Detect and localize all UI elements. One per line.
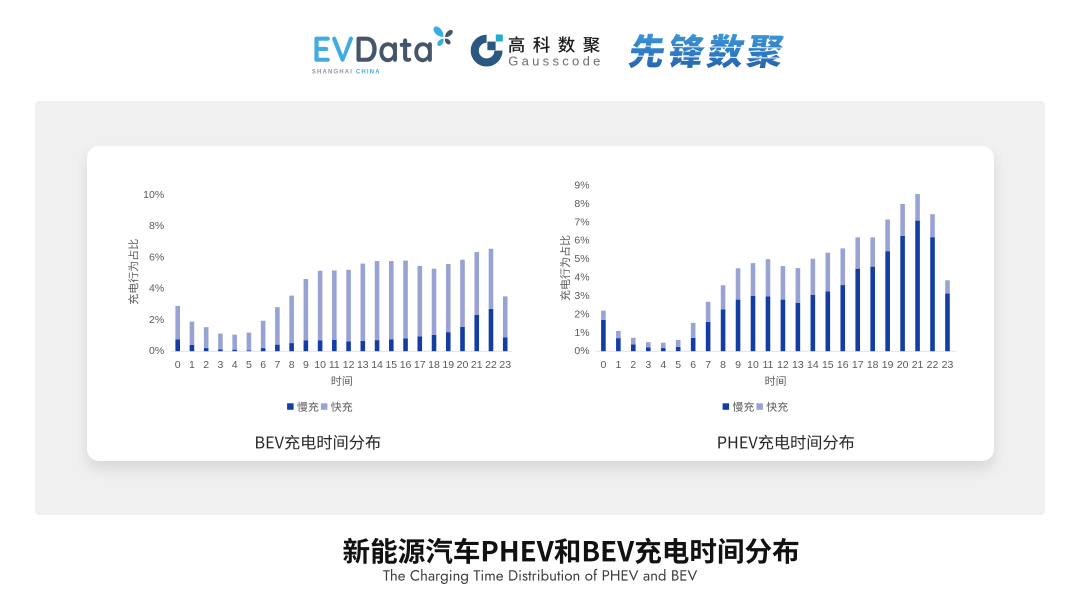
svg-text:4%: 4% bbox=[149, 283, 164, 295]
svg-text:9: 9 bbox=[303, 359, 309, 371]
svg-text:0: 0 bbox=[175, 359, 181, 371]
svg-text:5%: 5% bbox=[574, 253, 589, 265]
svg-text:9%: 9% bbox=[574, 179, 589, 191]
svg-text:3: 3 bbox=[645, 359, 651, 371]
svg-text:2%: 2% bbox=[574, 308, 589, 320]
svg-text:19: 19 bbox=[882, 359, 894, 371]
svg-text:10: 10 bbox=[314, 359, 326, 371]
svg-text:23: 23 bbox=[942, 359, 954, 371]
svg-text:1: 1 bbox=[189, 359, 195, 371]
svg-text:11: 11 bbox=[329, 359, 340, 371]
svg-text:2: 2 bbox=[630, 359, 636, 371]
svg-text:0%: 0% bbox=[574, 345, 589, 357]
svg-text:4: 4 bbox=[232, 359, 238, 371]
svg-text:1: 1 bbox=[615, 359, 621, 371]
svg-text:1%: 1% bbox=[574, 327, 589, 339]
svg-text:7%: 7% bbox=[574, 216, 589, 228]
svg-text:Gausscode: Gausscode bbox=[508, 54, 603, 69]
svg-text:15: 15 bbox=[822, 359, 834, 371]
svg-text:16: 16 bbox=[837, 359, 849, 371]
svg-text:20: 20 bbox=[457, 359, 469, 371]
svg-text:21: 21 bbox=[912, 359, 924, 371]
svg-text:21: 21 bbox=[471, 359, 483, 371]
svg-text:6: 6 bbox=[690, 359, 696, 371]
svg-text:18: 18 bbox=[867, 359, 879, 371]
svg-text:8%: 8% bbox=[149, 220, 164, 232]
svg-text:2: 2 bbox=[203, 359, 209, 371]
svg-text:7: 7 bbox=[705, 359, 711, 371]
svg-text:9: 9 bbox=[735, 359, 741, 371]
svg-text:4%: 4% bbox=[574, 272, 589, 284]
svg-text:3%: 3% bbox=[574, 290, 589, 302]
svg-text:17: 17 bbox=[852, 359, 864, 371]
svg-text:17: 17 bbox=[414, 359, 426, 371]
svg-text:12: 12 bbox=[777, 359, 789, 371]
svg-text:3: 3 bbox=[217, 359, 223, 371]
svg-text:11: 11 bbox=[763, 359, 774, 371]
svg-text:12: 12 bbox=[343, 359, 355, 371]
svg-text:6%: 6% bbox=[574, 235, 589, 247]
svg-text:5: 5 bbox=[675, 359, 681, 371]
svg-text:13: 13 bbox=[792, 359, 804, 371]
svg-text:2%: 2% bbox=[149, 314, 164, 326]
svg-text:22: 22 bbox=[485, 359, 497, 371]
svg-text:8: 8 bbox=[720, 359, 726, 371]
svg-text:13: 13 bbox=[357, 359, 369, 371]
svg-text:7: 7 bbox=[274, 359, 280, 371]
svg-text:22: 22 bbox=[927, 359, 939, 371]
svg-text:SHANGHAI CHINA: SHANGHAI CHINA bbox=[312, 70, 381, 76]
svg-text:6%: 6% bbox=[149, 251, 164, 263]
svg-text:18: 18 bbox=[428, 359, 440, 371]
svg-text:15: 15 bbox=[385, 359, 397, 371]
svg-text:14: 14 bbox=[807, 359, 819, 371]
svg-text:6: 6 bbox=[260, 359, 266, 371]
svg-text:20: 20 bbox=[897, 359, 909, 371]
svg-text:10%: 10% bbox=[143, 189, 164, 201]
svg-text:23: 23 bbox=[499, 359, 511, 371]
svg-text:8: 8 bbox=[289, 359, 295, 371]
svg-text:16: 16 bbox=[400, 359, 412, 371]
svg-text:19: 19 bbox=[442, 359, 454, 371]
svg-text:8%: 8% bbox=[574, 198, 589, 210]
svg-text:14: 14 bbox=[371, 359, 383, 371]
svg-text:0%: 0% bbox=[149, 345, 164, 357]
svg-text:10: 10 bbox=[747, 359, 759, 371]
svg-text:4: 4 bbox=[660, 359, 666, 371]
svg-text:5: 5 bbox=[246, 359, 252, 371]
svg-text:0: 0 bbox=[600, 359, 606, 371]
